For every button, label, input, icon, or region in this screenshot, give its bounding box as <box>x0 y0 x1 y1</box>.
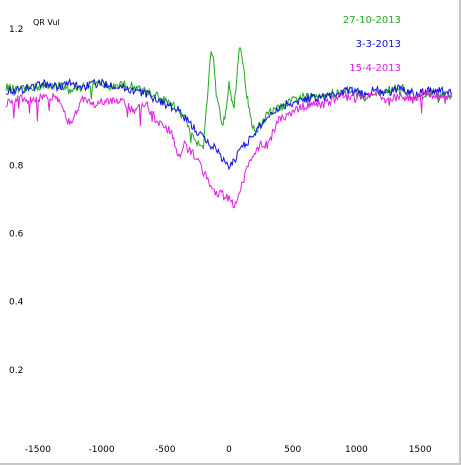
x-tick-label: -500 <box>155 445 176 455</box>
series-line-3-3-2013 <box>5 77 453 171</box>
x-tick-label: 500 <box>284 445 301 455</box>
plot-lines <box>5 46 453 209</box>
y-tick-label: 0.6 <box>9 230 24 240</box>
y-tick-label: 0.8 <box>9 161 24 171</box>
x-tick-label: 1000 <box>345 445 368 455</box>
y-tick-label: 0.2 <box>9 366 23 376</box>
x-tick-label: -1000 <box>88 445 114 455</box>
x-axis-ticks: -1500 -1000 -500 0 500 1000 1500 <box>25 445 432 455</box>
series-line-15-4-2013 <box>5 88 453 209</box>
legend-entry: 15-4-2013 <box>349 63 401 74</box>
legend: 27-10-2013 3-3-2013 15-4-2013 <box>343 15 401 74</box>
y-tick-label: 0.4 <box>9 298 24 308</box>
y-axis-ticks: 0.2 0.4 0.6 0.8 1.2 <box>9 25 24 376</box>
x-tick-label: 1500 <box>409 445 432 455</box>
x-tick-label: 0 <box>226 445 232 455</box>
y-tick-label: 1.2 <box>9 25 23 35</box>
legend-entry: 27-10-2013 <box>343 15 401 26</box>
legend-entry: 3-3-2013 <box>356 39 401 50</box>
x-tick-label: -1500 <box>25 445 51 455</box>
chart-title: QR Vul <box>33 18 60 27</box>
